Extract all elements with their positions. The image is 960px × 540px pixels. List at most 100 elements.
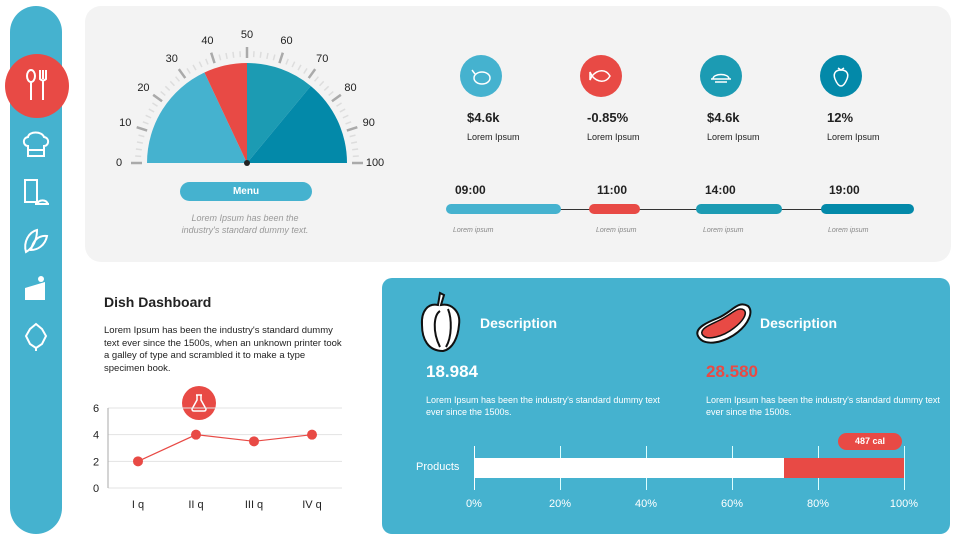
strawberry-icon [820,55,862,97]
gauge-tick [319,80,325,87]
data-point[interactable] [133,456,143,467]
timeline-time: 09:00 [455,183,486,197]
x-tick-label: 0% [466,498,482,510]
timeline-bar[interactable] [821,204,914,214]
timeline-time: 19:00 [829,183,860,197]
gauge-tick [198,61,203,68]
x-tick-label: 80% [806,498,830,510]
gauge-tick [331,93,342,103]
bell-pepper-icon [418,291,464,358]
description-title: Description [760,315,838,331]
utensils-icon[interactable] [5,54,69,118]
x-tick-label: I q [132,499,144,511]
gauge-scale-label: 40 [201,35,214,48]
flask-icon [182,386,216,420]
cake-slice-icon[interactable] [10,268,62,308]
gauge-tick [303,68,308,74]
pasta-plate-icon [700,55,742,97]
description-panel [382,278,950,534]
gauge-tick [142,121,149,125]
gauge-tick [323,85,330,91]
y-tick-label: 4 [93,430,99,442]
timeline-bar[interactable] [446,204,561,214]
gauge-tick [169,80,175,87]
data-line [137,434,313,462]
gauge-tick [350,141,358,144]
timeline-label: Lorem ipsum [596,227,637,234]
gauge-tick [307,68,317,79]
x-tick-label: 100% [889,498,919,510]
gauge-scale-label: 10 [119,117,132,130]
timeline-bar[interactable] [589,204,640,214]
gauge-tick [164,85,171,91]
timeline-time: 11:00 [597,183,628,197]
kpi-value: $4.6k [467,110,500,125]
chef-hat-icon[interactable] [10,124,62,164]
data-point[interactable] [191,429,201,440]
timeline-label: Lorem ipsum [453,227,494,234]
hops-icon[interactable] [10,316,62,356]
steak-icon [692,300,754,359]
kpi-label: Lorem Ipsum [707,132,760,142]
gauge-segment [204,63,247,163]
gauge-tick [160,91,166,97]
gauge-tick [232,51,235,58]
gauge-scale-label: 80 [344,81,357,94]
gauge-tick [342,114,349,119]
data-point[interactable] [249,436,259,447]
gauge-chart [131,47,363,166]
gauge-tick [349,134,356,138]
gauge-tick [186,68,191,74]
gauge-tick [145,114,152,119]
gauge-tick [291,61,296,68]
data-point[interactable] [307,429,317,440]
gauge-segment [147,72,247,163]
timeline-time: 14:00 [705,183,736,197]
description-text: Lorem Ipsum has been the industry's stan… [426,395,660,417]
gauge-scale-label: 30 [165,53,178,66]
x-tick-label: II q [188,499,203,511]
gauge-tick [328,91,334,97]
gauge-tick [225,52,228,60]
gauge-tick [135,148,142,151]
x-tick-label: 60% [720,498,744,510]
description-value: 18.984 [426,362,478,381]
x-tick-label: III q [245,499,263,511]
timeline-label: Lorem ipsum [703,227,744,234]
dish-text: Lorem Ipsum has been the industry's stan… [104,325,342,374]
gauge-tick [152,102,158,107]
kpi-label: Lorem Ipsum [587,132,640,142]
gauge-tick [192,64,197,71]
menu-cloche-icon[interactable] [10,172,62,212]
gauge-tick [138,134,145,138]
products-bar-fill [474,458,784,478]
timeline-bar[interactable] [696,204,782,214]
gauge-scale-label: 70 [316,53,329,66]
description-text: Lorem Ipsum has been the industry's stan… [706,395,940,417]
y-tick-label: 2 [93,456,99,468]
line-chart: 0 2 4 6 I q II q III q IV q [93,403,342,511]
gauge-tick [136,141,144,144]
y-tick-label: 0 [93,483,99,495]
leaves-icon[interactable] [10,220,62,260]
fish-icon [580,55,622,97]
gauge-tick [278,52,285,64]
kpi-value: $4.6k [707,110,740,125]
kpi-value: 12% [827,110,854,125]
gauge-tick [345,121,352,125]
calorie-badge: 487 cal [838,433,902,450]
gauge-scale-label: 50 [240,29,254,41]
gauge-tick [272,54,276,61]
gauge-tick [148,108,155,113]
chicken-icon [460,55,502,97]
x-tick-label: IV q [302,499,322,511]
grid-line [904,446,905,490]
gauge-tick [177,68,187,79]
gauge-tick [209,52,216,64]
gauge-caption: Lorem Ipsum has been the industry's stand… [140,212,350,236]
products-label: Products [416,461,460,473]
menu-button[interactable]: Menu [180,182,312,201]
gauge-tick [205,58,209,65]
gauge-tick [266,52,269,60]
x-tick-label: 20% [548,498,572,510]
